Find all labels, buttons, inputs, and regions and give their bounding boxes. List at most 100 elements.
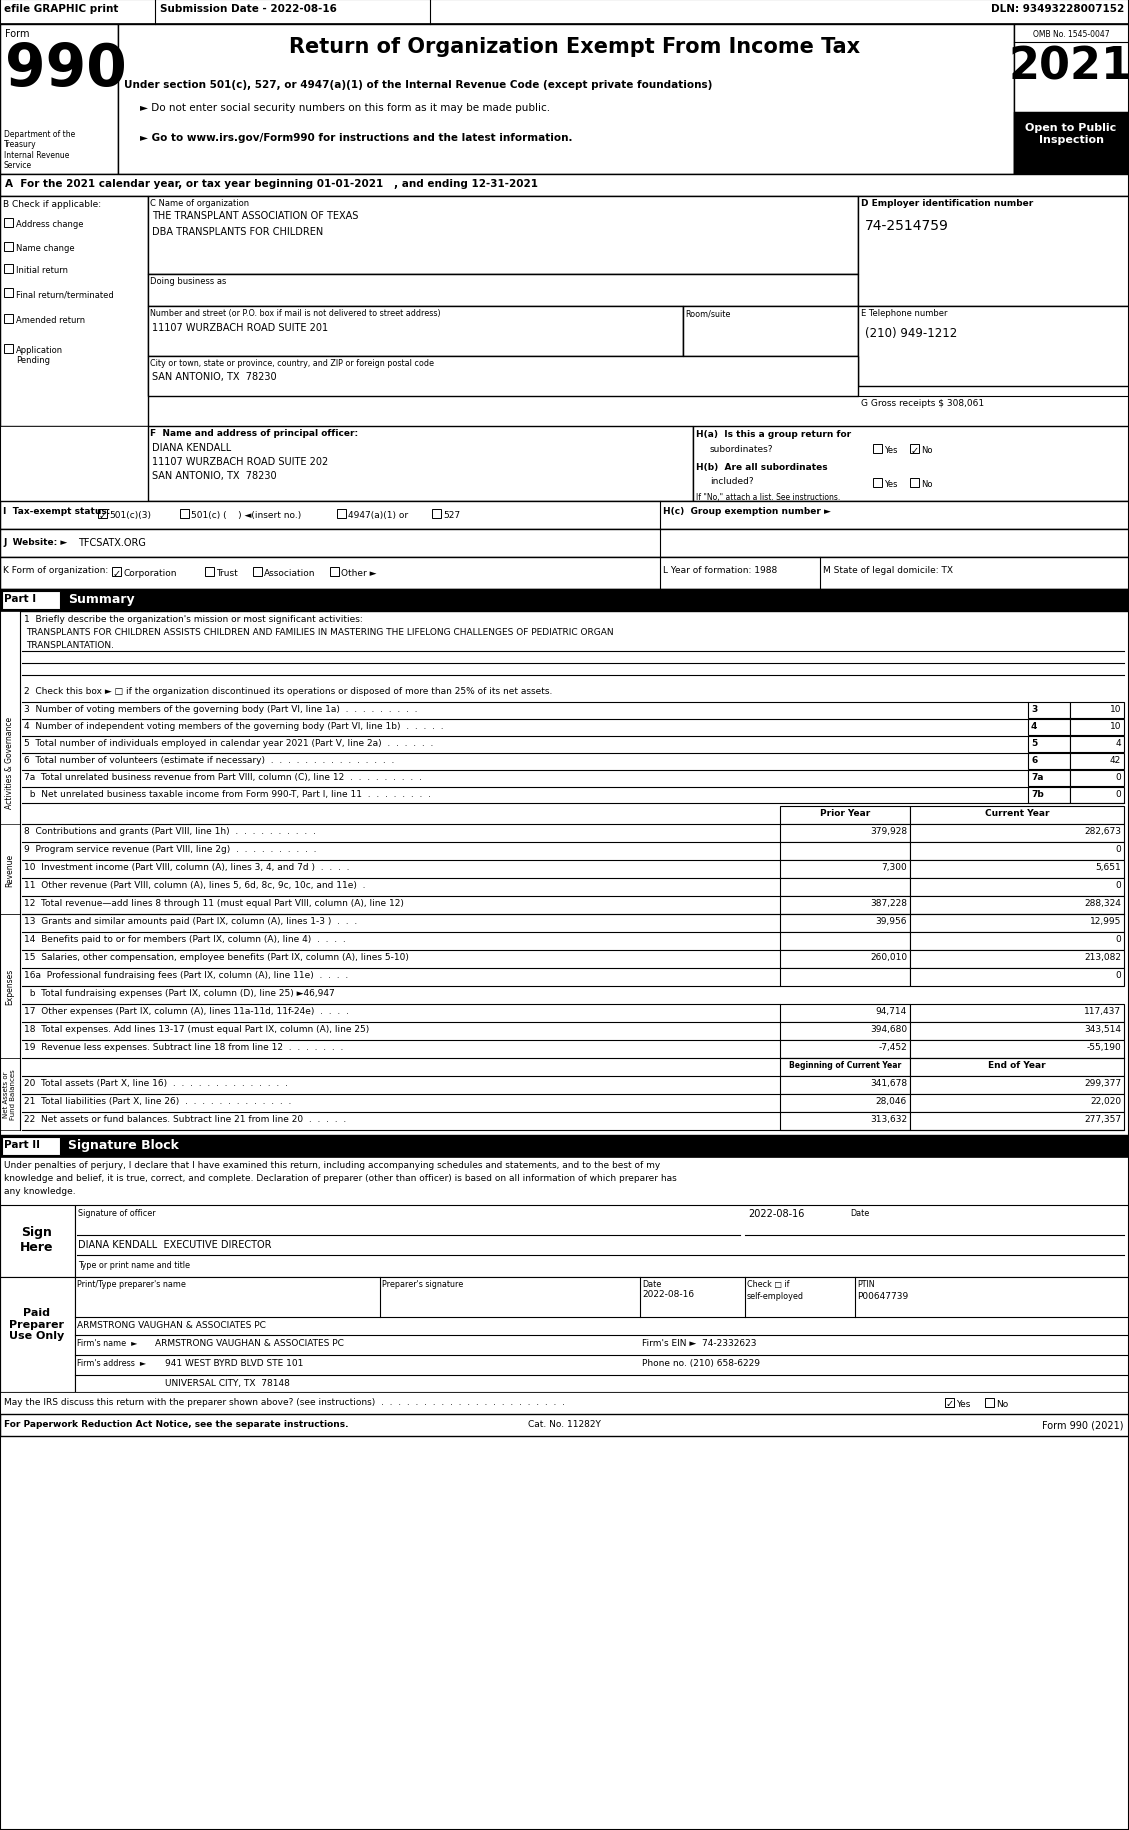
Bar [0, 1206, 75, 1277]
Bar [780, 1005, 910, 1023]
Text: Return of Organization Exempt From Income Tax: Return of Organization Exempt From Incom… [289, 37, 860, 57]
Text: Trust: Trust [216, 569, 238, 578]
Bar [0, 501, 1129, 529]
Text: Form 990 (2021): Form 990 (2021) [1042, 1420, 1124, 1429]
Text: 20  Total assets (Part X, line 16)  .  .  .  .  .  .  .  .  .  .  .  .  .  .: 20 Total assets (Part X, line 16) . . . … [24, 1078, 288, 1087]
Text: OMB No. 1545-0047: OMB No. 1545-0047 [1033, 29, 1110, 38]
Text: Open to Public
Inspection: Open to Public Inspection [1025, 123, 1117, 145]
Text: ► Do not enter social security numbers on this form as it may be made public.: ► Do not enter social security numbers o… [140, 102, 550, 113]
Bar [780, 842, 910, 860]
Text: Expenses: Expenses [6, 968, 15, 1005]
Text: 0: 0 [1115, 935, 1121, 944]
Bar [780, 897, 910, 915]
Bar [780, 950, 910, 968]
Bar [5, 344, 14, 353]
Bar [780, 860, 910, 878]
Text: 8  Contributions and grants (Part VIII, line 1h)  .  .  .  .  .  .  .  .  .  .: 8 Contributions and grants (Part VIII, l… [24, 827, 316, 836]
Bar [330, 567, 339, 576]
Text: H(b)  Are all subordinates: H(b) Are all subordinates [695, 463, 828, 472]
Bar [0, 1157, 1129, 1206]
Bar [205, 567, 215, 576]
Bar [780, 878, 910, 897]
Bar [5, 289, 14, 298]
Bar [873, 479, 882, 489]
Bar [0, 1058, 20, 1131]
Text: 282,673: 282,673 [1084, 827, 1121, 836]
Bar [910, 1005, 1124, 1023]
Bar [253, 567, 262, 576]
Text: TFCSATX.ORG: TFCSATX.ORG [78, 538, 146, 547]
Bar [910, 445, 919, 454]
Text: G Gross receipts $ 308,061: G Gross receipts $ 308,061 [861, 399, 984, 408]
Bar [1029, 703, 1070, 719]
Bar [780, 1023, 910, 1041]
Text: (210) 949-1212: (210) 949-1212 [865, 328, 957, 340]
Text: H(c)  Group exemption number ►: H(c) Group exemption number ► [663, 507, 831, 516]
Bar [1070, 754, 1124, 770]
Bar [1029, 770, 1070, 787]
Bar [910, 1094, 1124, 1113]
Text: 9  Program service revenue (Part VIII, line 2g)  .  .  .  .  .  .  .  .  .  .: 9 Program service revenue (Part VIII, li… [24, 844, 316, 853]
Text: 4  Number of independent voting members of the governing body (Part VI, line 1b): 4 Number of independent voting members o… [24, 721, 444, 730]
Bar [910, 878, 1124, 897]
Text: Association: Association [264, 569, 315, 578]
Text: 394,680: 394,680 [869, 1025, 907, 1034]
Text: 22  Net assets or fund balances. Subtract line 21 from line 20  .  .  .  .  .: 22 Net assets or fund balances. Subtract… [24, 1114, 347, 1124]
Bar [1014, 113, 1129, 176]
Bar [780, 933, 910, 950]
Bar [945, 1398, 954, 1407]
Text: 4: 4 [1031, 721, 1038, 730]
Text: 12,995: 12,995 [1089, 917, 1121, 926]
Text: Beginning of Current Year: Beginning of Current Year [789, 1060, 901, 1069]
Text: 990: 990 [5, 40, 126, 99]
Text: Initial return: Initial return [16, 265, 68, 274]
Text: 260,010: 260,010 [869, 952, 907, 961]
Bar [1029, 754, 1070, 770]
Text: 2022-08-16: 2022-08-16 [749, 1208, 804, 1219]
Bar [780, 1113, 910, 1131]
Text: 7b: 7b [1031, 789, 1043, 798]
Text: 5: 5 [1031, 739, 1038, 748]
Text: J  Website: ►: J Website: ► [3, 538, 68, 547]
Text: Preparer's signature: Preparer's signature [382, 1279, 463, 1288]
Text: Doing business as: Doing business as [150, 276, 227, 285]
Text: any knowledge.: any knowledge. [5, 1186, 76, 1195]
Text: No: No [921, 479, 933, 489]
Text: DLN: 93493228007152: DLN: 93493228007152 [991, 4, 1124, 15]
Text: A  For the 2021 calendar year, or tax year beginning 01-01-2021   , and ending 1: A For the 2021 calendar year, or tax yea… [5, 179, 539, 188]
Bar [858, 307, 1129, 386]
Text: Signature Block: Signature Block [68, 1138, 178, 1151]
Bar [0, 915, 20, 1058]
Bar [910, 1023, 1124, 1041]
Bar [432, 511, 441, 518]
Text: -7,452: -7,452 [878, 1043, 907, 1052]
Text: 117,437: 117,437 [1084, 1007, 1121, 1016]
Bar [0, 176, 1129, 198]
Text: Signature of officer: Signature of officer [78, 1208, 156, 1217]
Bar [1029, 787, 1070, 803]
Text: 2022-08-16: 2022-08-16 [642, 1290, 694, 1297]
Bar [1070, 703, 1124, 719]
Text: 6: 6 [1031, 756, 1038, 765]
Text: 14  Benefits paid to or for members (Part IX, column (A), line 4)  .  .  .  .: 14 Benefits paid to or for members (Part… [24, 935, 345, 944]
Text: ✓: ✓ [113, 567, 121, 578]
Text: Submission Date - 2022-08-16: Submission Date - 2022-08-16 [160, 4, 336, 15]
Text: 277,357: 277,357 [1084, 1114, 1121, 1124]
Text: SAN ANTONIO, TX  78230: SAN ANTONIO, TX 78230 [152, 470, 277, 481]
Bar [780, 825, 910, 842]
Text: Yes: Yes [956, 1400, 970, 1409]
Bar [180, 511, 189, 518]
Text: 343,514: 343,514 [1084, 1025, 1121, 1034]
Text: 5  Total number of individuals employed in calendar year 2021 (Part V, line 2a) : 5 Total number of individuals employed i… [24, 739, 434, 748]
Text: 0: 0 [1115, 772, 1121, 781]
Text: Corporation: Corporation [123, 569, 176, 578]
Bar [780, 968, 910, 986]
Text: City or town, state or province, country, and ZIP or foreign postal code: City or town, state or province, country… [150, 359, 434, 368]
Text: 10: 10 [1110, 721, 1121, 730]
Text: No: No [996, 1400, 1008, 1409]
Bar [5, 243, 14, 253]
Text: 4: 4 [1115, 739, 1121, 748]
Text: included?: included? [710, 478, 754, 485]
Bar [910, 825, 1124, 842]
Text: May the IRS discuss this return with the preparer shown above? (see instructions: May the IRS discuss this return with the… [5, 1398, 564, 1405]
